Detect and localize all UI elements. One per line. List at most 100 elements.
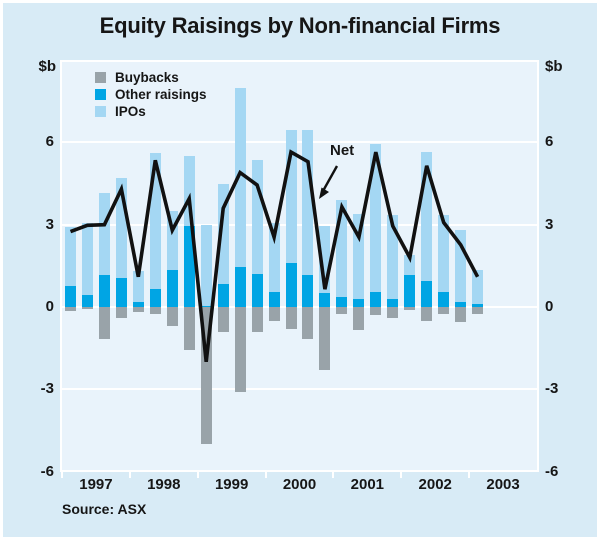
x-year-label-2000: 2000	[282, 476, 317, 493]
bar-2000Q2-ipos	[285, 130, 297, 264]
y-tick-label-left--3: -3	[40, 380, 54, 398]
bar-2001Q3-other-raisings	[370, 291, 382, 307]
bar-2003Q1-buybacks	[472, 307, 484, 314]
bar-1999Q2-buybacks	[217, 307, 229, 332]
bar-2002Q4-buybacks	[455, 307, 467, 322]
bar-2000Q4-ipos	[319, 226, 331, 294]
bar-1999Q4-buybacks	[251, 307, 263, 332]
y-axis-unit-right: $b	[545, 58, 563, 75]
bar-2000Q3-other-raisings	[302, 275, 314, 307]
bar-1999Q4-ipos	[251, 160, 263, 275]
bar-2002Q4-ipos	[455, 230, 467, 303]
y-tick-label-left--6: -6	[40, 462, 54, 480]
bar-1997Q3-ipos	[98, 193, 110, 276]
bar-1997Q3-buybacks	[98, 307, 110, 339]
buybacks-swatch-icon	[95, 72, 106, 83]
bar-2002Q3-buybacks	[438, 307, 450, 315]
bar-1998Q3-ipos	[166, 211, 178, 270]
bar-2001Q1-other-raisings	[336, 297, 348, 307]
bar-1998Q4-ipos	[183, 156, 195, 227]
bar-2000Q1-buybacks	[268, 307, 280, 321]
net-annotation-label: Net	[330, 142, 355, 159]
bar-1997Q4-other-raisings	[115, 278, 127, 307]
bar-1998Q4-other-raisings	[183, 226, 195, 307]
bar-1998Q2-ipos	[149, 153, 161, 290]
bar-2001Q2-ipos	[353, 213, 365, 299]
legend-label-buybacks: Buybacks	[115, 70, 179, 85]
bar-1997Q4-buybacks	[115, 307, 127, 318]
bar-1999Q3-buybacks	[234, 307, 246, 392]
bar-2000Q2-other-raisings	[285, 263, 297, 307]
bar-2001Q4-ipos	[387, 215, 399, 299]
bar-1998Q1-ipos	[132, 271, 144, 302]
bar-2002Q3-ipos	[438, 215, 450, 292]
gridline-3	[62, 223, 537, 226]
y-tick-label-left-6: 6	[45, 133, 54, 151]
bar-1999Q3-other-raisings	[234, 267, 246, 307]
bar-2000Q2-buybacks	[285, 307, 297, 329]
bar-2001Q4-buybacks	[387, 307, 399, 318]
bar-2003Q1-ipos	[472, 269, 484, 305]
bar-1997Q1-buybacks	[64, 307, 76, 312]
bar-2002Q2-other-raisings	[421, 280, 433, 307]
bar-2001Q1-ipos	[336, 200, 348, 298]
bar-1999Q2-ipos	[217, 183, 229, 284]
bar-2000Q3-buybacks	[302, 307, 314, 339]
bar-1998Q1-buybacks	[132, 307, 144, 313]
ipos-swatch-icon	[95, 106, 106, 117]
bar-2002Q2-ipos	[421, 152, 433, 281]
bar-2000Q4-other-raisings	[319, 293, 331, 307]
bar-1998Q3-other-raisings	[166, 269, 178, 307]
plot-area	[62, 62, 537, 470]
legend-row-other-raisings: Other raisings	[95, 86, 207, 103]
x-tick-1999	[196, 470, 199, 478]
bar-2002Q2-buybacks	[421, 307, 433, 321]
legend-row-buybacks: Buybacks	[95, 69, 207, 86]
y-tick-label-left-0: 0	[45, 298, 54, 315]
bar-2000Q1-other-raisings	[268, 291, 280, 307]
bar-2001Q1-buybacks	[336, 307, 348, 314]
x-year-label-2002: 2002	[418, 476, 452, 493]
bar-2000Q1-ipos	[268, 223, 280, 292]
bar-1999Q4-other-raisings	[251, 274, 263, 307]
legend-label-ipos: IPOs	[115, 104, 146, 119]
x-tick-2002	[400, 470, 403, 478]
x-year-label-1999: 1999	[214, 476, 249, 493]
bar-1997Q3-other-raisings	[98, 275, 110, 307]
bar-2001Q3-ipos	[370, 143, 382, 292]
x-year-label-2001: 2001	[350, 476, 385, 493]
bar-1999Q2-other-raisings	[217, 283, 229, 307]
source-note: Source: ASX	[62, 501, 147, 517]
bar-2001Q4-other-raisings	[387, 298, 399, 307]
bar-1997Q2-ipos	[81, 223, 93, 295]
x-tick-1997	[61, 470, 63, 478]
y-tick-label-left-3: 3	[45, 215, 54, 233]
bar-1997Q1-ipos	[64, 227, 76, 287]
legend-label-other-raisings: Other raisings	[115, 87, 207, 102]
legend: Buybacks Other raisings IPOs	[95, 69, 207, 120]
x-tick-2003	[468, 470, 471, 478]
x-tick-2001	[332, 470, 335, 478]
bar-1997Q1-other-raisings	[64, 286, 76, 307]
bar-1999Q3-ipos	[234, 87, 246, 268]
x-tick-2000	[264, 470, 267, 478]
bar-1997Q2-other-raisings	[81, 294, 93, 307]
x-tick-1998	[128, 470, 131, 478]
y-tick-label-right-6: 6	[545, 133, 554, 151]
x-year-label-1997: 1997	[79, 476, 113, 493]
bar-1997Q2-buybacks	[81, 307, 93, 309]
gridline-6	[62, 141, 537, 144]
bar-2000Q4-buybacks	[319, 307, 331, 371]
y-tick-label-right--3: -3	[545, 380, 559, 398]
bar-1998Q4-buybacks	[183, 307, 195, 350]
y-tick-label-right-0: 0	[545, 298, 554, 315]
y-tick-label-right-3: 3	[545, 215, 554, 233]
bar-1999Q1-buybacks	[200, 307, 212, 445]
bar-1998Q2-other-raisings	[149, 289, 161, 307]
y-axis-unit-left: $b	[38, 58, 56, 75]
bar-1998Q2-buybacks	[149, 307, 161, 314]
bar-2002Q1-other-raisings	[404, 275, 416, 307]
bar-2002Q1-ipos	[404, 254, 416, 276]
bar-2002Q3-other-raisings	[438, 291, 450, 307]
